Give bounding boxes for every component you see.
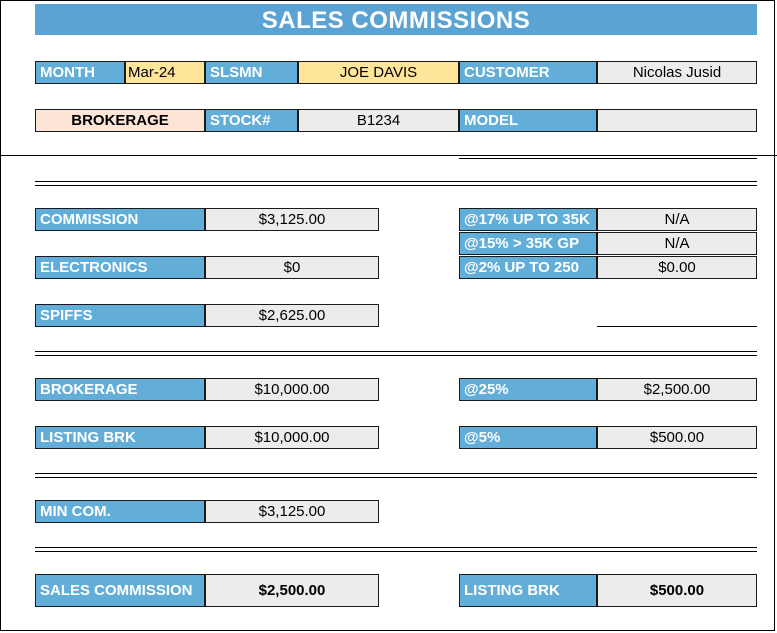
slsmn-value[interactable]: JOE DAVIS [298, 61, 459, 84]
rate-2-label: @2% UP TO 250 [459, 256, 597, 279]
listing-pct-value[interactable]: $500.00 [597, 426, 757, 449]
month-label: MONTH [35, 61, 125, 84]
brokerage-value[interactable]: $10,000.00 [205, 378, 379, 401]
brokerage-label: BROKERAGE [35, 378, 205, 401]
listing-pct-label: @5% [459, 426, 597, 449]
rate-17-label: @17% UP TO 35K [459, 208, 597, 231]
brokerage-pct-value[interactable]: $2,500.00 [597, 378, 757, 401]
double-divider [35, 181, 757, 186]
model-label: MODEL [459, 109, 597, 132]
stock-value[interactable]: B1234 [298, 109, 459, 132]
total-listing-brk-value[interactable]: $500.00 [597, 574, 757, 607]
double-divider [35, 547, 757, 552]
commission-value[interactable]: $3,125.00 [205, 208, 379, 231]
spiffs-value[interactable]: $2,625.00 [205, 304, 379, 327]
total-listing-brk-label: LISTING BRK [459, 574, 597, 607]
brokerage-header-cell[interactable]: BROKERAGE [35, 109, 205, 132]
page-title: SALES COMMISSIONS [35, 4, 757, 35]
rate-2-value[interactable]: $0.00 [597, 256, 757, 279]
commission-label: COMMISSION [35, 208, 205, 231]
electronics-value[interactable]: $0 [205, 256, 379, 279]
spiffs-label: SPIFFS [35, 304, 205, 327]
min-com-value[interactable]: $3,125.00 [205, 500, 379, 523]
double-divider [35, 473, 757, 478]
sales-commission-label: SALES COMMISSION [35, 574, 205, 607]
divider-line [459, 158, 757, 159]
listing-brk-value[interactable]: $10,000.00 [205, 426, 379, 449]
listing-brk-label: LISTING BRK [35, 426, 205, 449]
rate-15-value[interactable]: N/A [597, 232, 757, 255]
sales-commission-value[interactable]: $2,500.00 [205, 574, 379, 607]
stock-label: STOCK# [205, 109, 298, 132]
brokerage-pct-label: @25% [459, 378, 597, 401]
model-value[interactable] [597, 109, 757, 132]
min-com-label: MIN COM. [35, 500, 205, 523]
divider-line [0, 155, 777, 156]
customer-label: CUSTOMER [459, 61, 597, 84]
customer-value[interactable]: Nicolas Jusid [597, 61, 757, 84]
rate-17-value[interactable]: N/A [597, 208, 757, 231]
slsmn-label: SLSMN [205, 61, 298, 84]
divider-line [597, 326, 757, 327]
rate-15-label: @15% > 35K GP [459, 232, 597, 255]
month-value[interactable]: Mar-24 [125, 61, 205, 84]
double-divider [35, 351, 757, 356]
electronics-label: ELECTRONICS [35, 256, 205, 279]
